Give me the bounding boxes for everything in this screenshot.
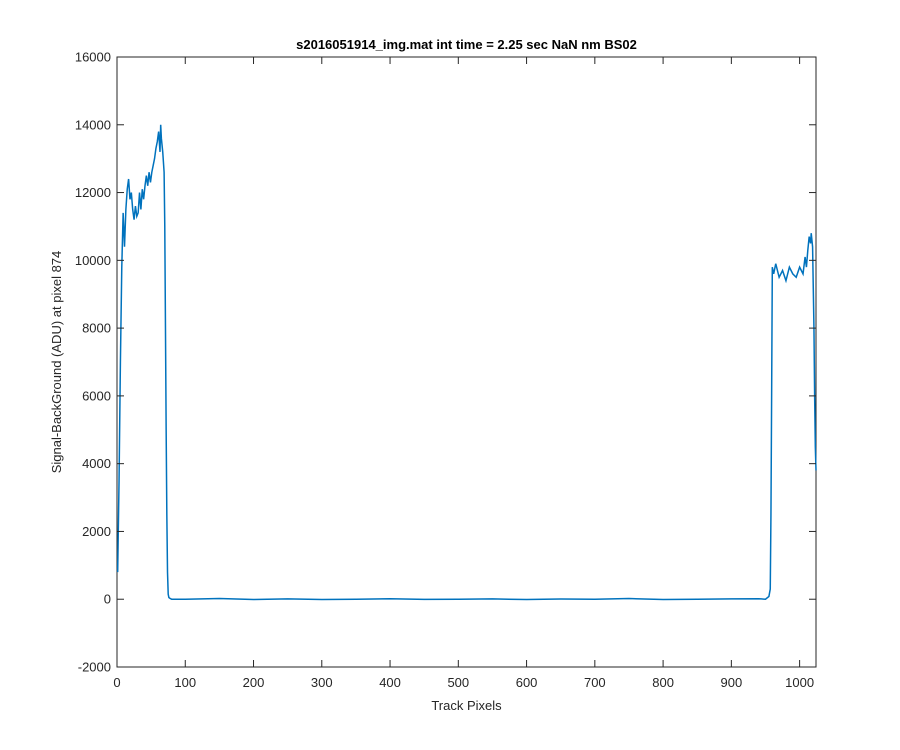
y-tick-label: 6000 [82, 388, 111, 403]
y-tick-label: 8000 [82, 321, 111, 336]
y-tick-label: 2000 [82, 524, 111, 539]
y-tick-label: 10000 [75, 253, 111, 268]
plot-area: 0 100 200 300 400 500 600 700 800 900 1000 -200002… [75, 50, 817, 690]
y-tick-label: 16000 [75, 50, 111, 65]
x-tick-label: 800 [652, 675, 674, 690]
chart-title: s2016051914_img.mat int time = 2.25 sec … [296, 37, 637, 52]
y-tick-label: -2000 [78, 660, 111, 675]
x-tick-label: 400 [379, 675, 401, 690]
x-tick-label: 900 [721, 675, 743, 690]
axes-box [116, 56, 817, 668]
x-tick-label: 500 [447, 675, 469, 690]
x-tick-label: 0 [113, 675, 120, 690]
x-tick-label: 200 [243, 675, 265, 690]
x-tick-label: 300 [311, 675, 333, 690]
y-tick-label: 12000 [75, 185, 111, 200]
x-tick-label: 600 [516, 675, 538, 690]
y-axis-ticks: -2000 0 2000 4000 6000 8000 10000 12000 14000 160… [75, 50, 816, 675]
y-tick-label: 4000 [82, 456, 111, 471]
x-tick-label: 1000 [785, 675, 814, 690]
y-tick-label: 0 [104, 592, 111, 607]
x-axis-label: Track Pixels [431, 698, 502, 713]
x-axis-ticks: 0 100 200 300 400 500 600 700 800 900 1000 [113, 57, 814, 690]
y-tick-label: 14000 [75, 117, 111, 132]
x-tick-label: 100 [174, 675, 196, 690]
series-line [116, 124, 817, 601]
x-tick-label: 700 [584, 675, 606, 690]
y-axis-label: Signal-BackGround (ADU) at pixel 874 [49, 251, 64, 474]
